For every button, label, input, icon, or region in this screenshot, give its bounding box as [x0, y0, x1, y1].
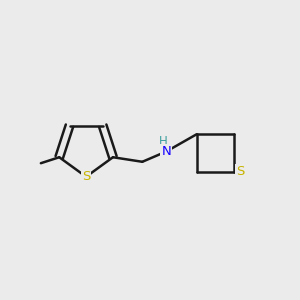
Text: S: S	[82, 170, 90, 183]
Text: H: H	[158, 136, 167, 148]
Text: S: S	[236, 165, 245, 178]
Text: N: N	[161, 145, 171, 158]
